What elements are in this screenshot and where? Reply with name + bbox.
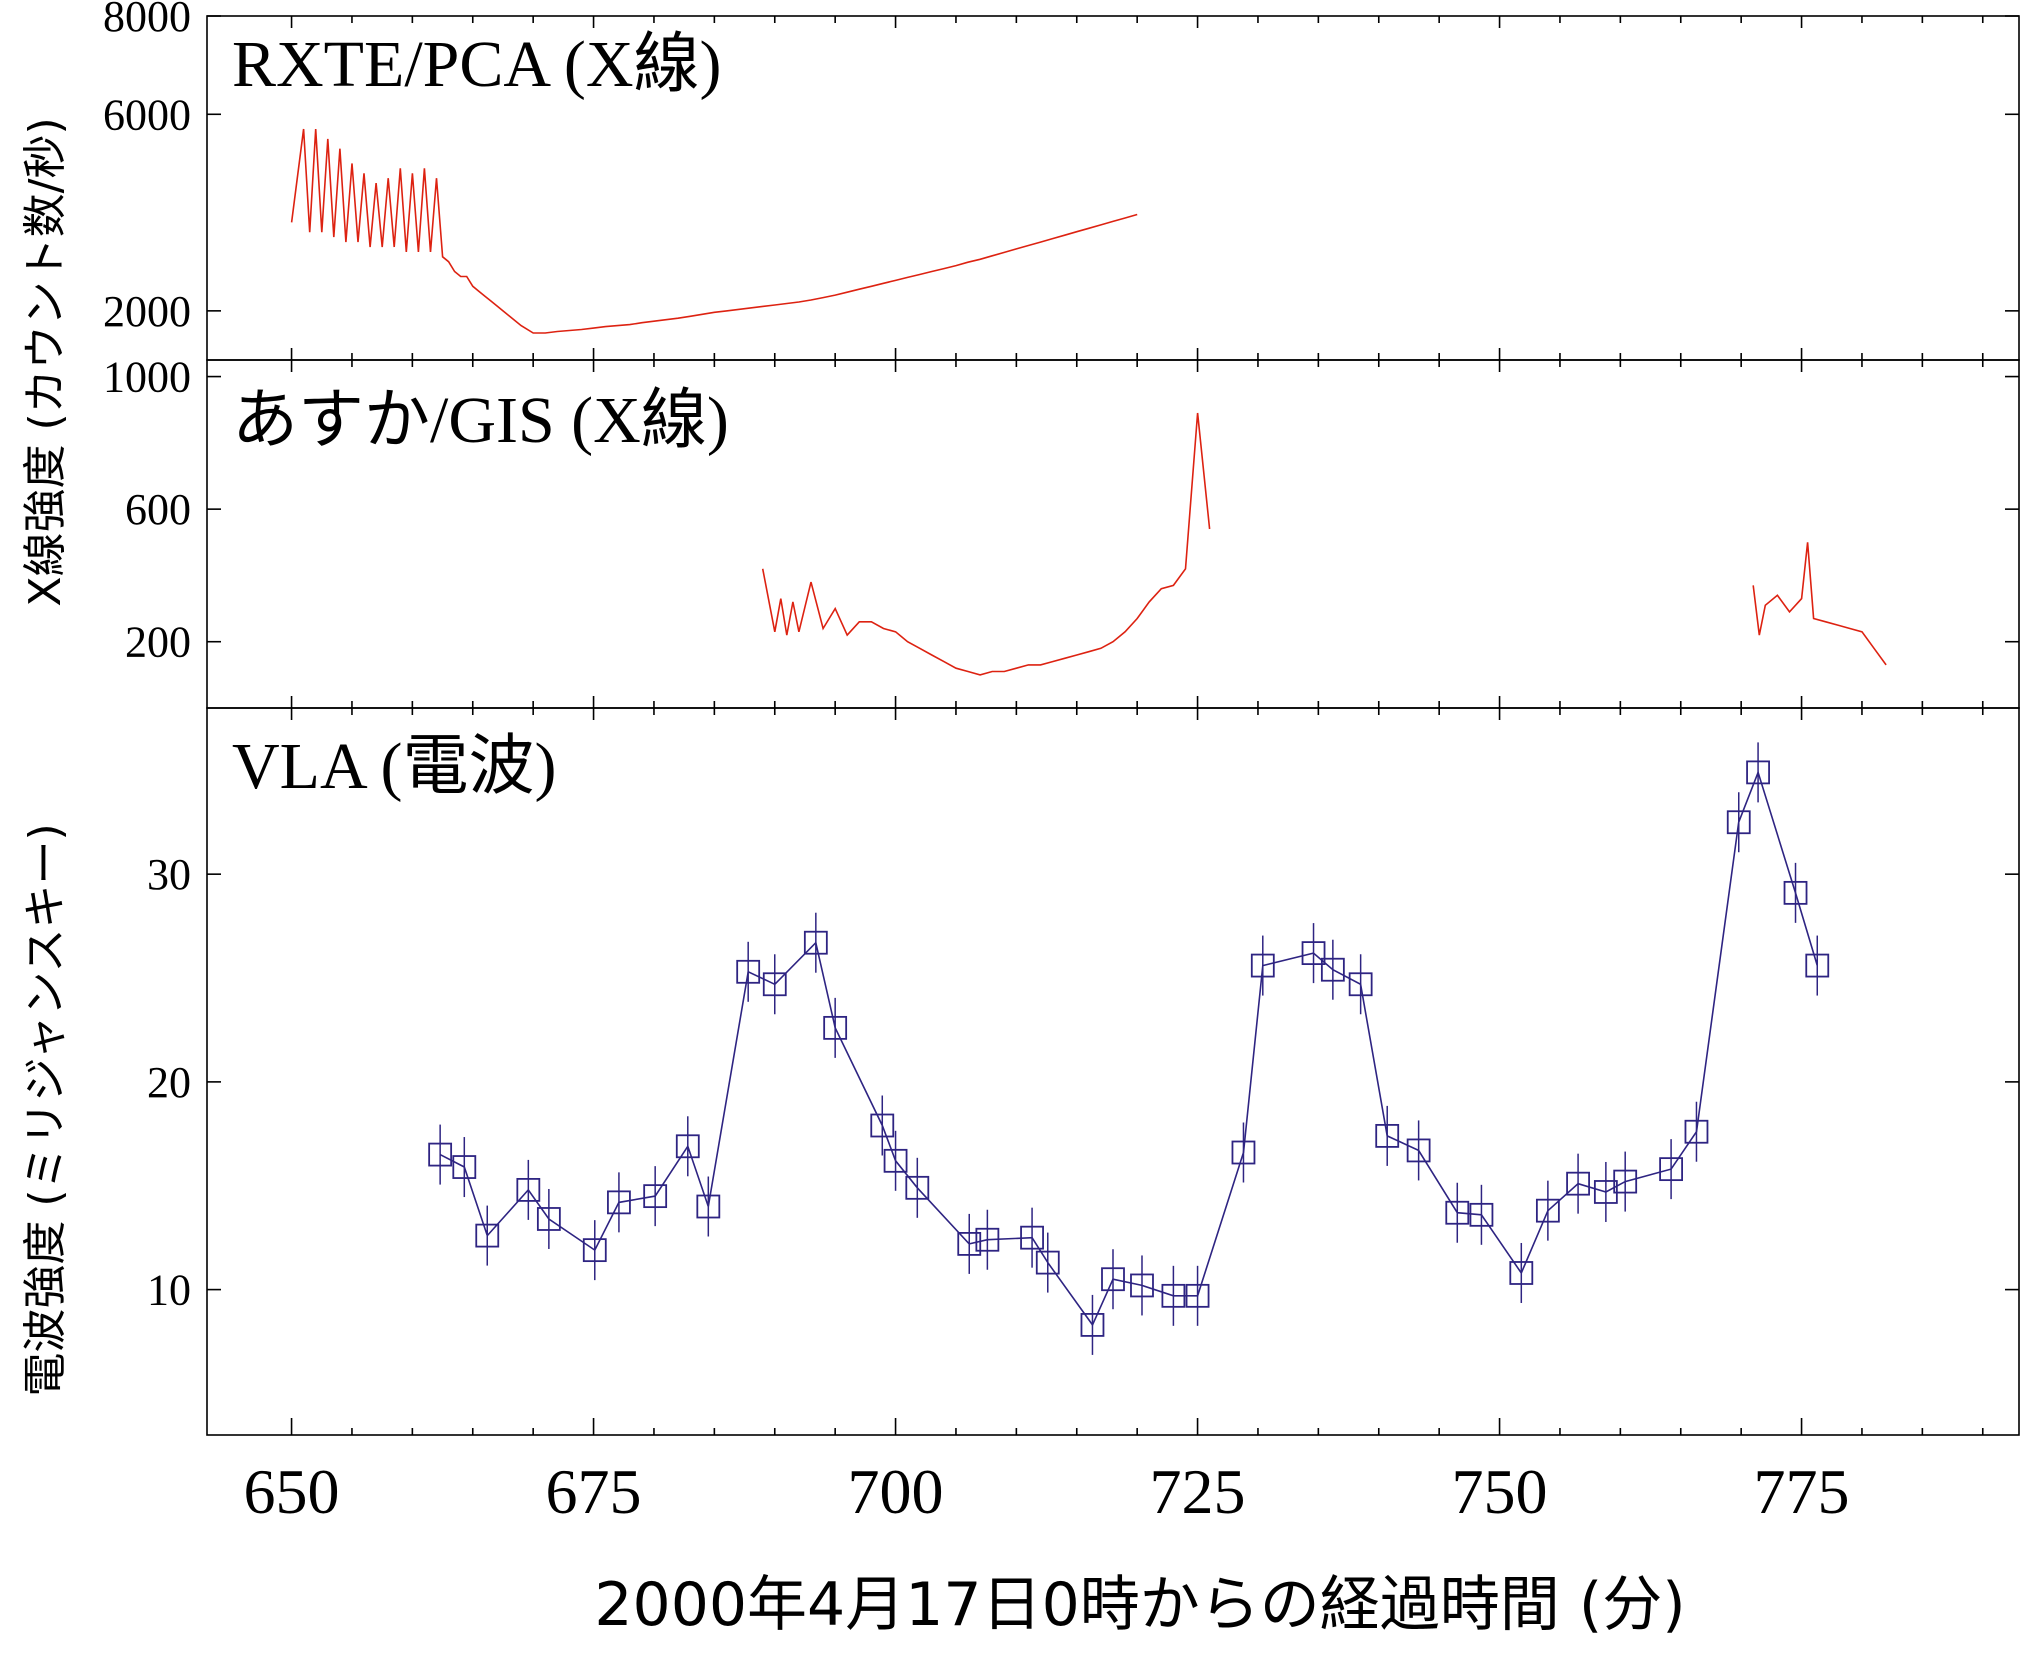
data-point-vla (1250, 953, 1275, 978)
data-point-vla (1231, 1140, 1256, 1165)
data-point-vla (1080, 1313, 1105, 1337)
series-line-vla (439, 769, 1819, 1327)
data-point-vla (1101, 1267, 1125, 1292)
data-point-vla (428, 1142, 453, 1167)
data-point-vla (1301, 941, 1326, 966)
y-tick-label: 1000 (103, 353, 191, 402)
data-point-vla (696, 1194, 721, 1219)
data-point-vla (643, 1184, 668, 1209)
data-point-vla (1783, 880, 1808, 905)
data-point-vla (975, 1227, 1000, 1252)
data-point-vla (516, 1177, 541, 1202)
x-tick-label: 700 (848, 1456, 944, 1527)
x-axis-title: 2000年4月17日0時からの経過時間 (分) (594, 1570, 1685, 1640)
data-point-vla (1805, 953, 1830, 978)
data-point-vla (1566, 1171, 1590, 1196)
data-point-vla (1726, 810, 1751, 835)
data-point-vla (1746, 760, 1770, 785)
data-point-vla (1659, 1157, 1683, 1182)
data-point-vla (1161, 1283, 1186, 1308)
x-tick-label: 675 (546, 1456, 642, 1527)
series-line-asca (1752, 542, 1887, 666)
data-point-vla (803, 930, 828, 955)
series-line-asca (761, 412, 1211, 676)
data-point-vla (1020, 1225, 1044, 1250)
data-point-vla (1535, 1198, 1560, 1223)
data-point-vla (1684, 1119, 1709, 1144)
data-point-vla (870, 1113, 895, 1138)
panel-label-rxte: RXTE/PCA (X線) (232, 28, 722, 101)
data-point-vla (1375, 1123, 1400, 1148)
y-axis-title-radio: 電波強度 (ミリジャンスキー) (20, 823, 71, 1396)
axis-ticks: 650 675 700 725 750 775 2000 6000 8000 200 600 1000… (103, 0, 2019, 1527)
data-point-vla (1509, 1261, 1534, 1285)
x-tick-label: 725 (1150, 1456, 1246, 1527)
data-point-vla (1406, 1138, 1431, 1163)
data-point-vla (1035, 1250, 1060, 1275)
data-point-vla (536, 1207, 561, 1231)
y-axis-title-xray: X線強度 (カウント数/秒) (20, 117, 71, 606)
data-point-vla (452, 1155, 477, 1179)
y-tick-label: 200 (125, 618, 191, 667)
data-marks (290, 128, 1887, 1355)
panel-label-asca: あすか/GIS (X線) (232, 384, 729, 457)
data-point-vla (582, 1238, 607, 1263)
data-point-vla (823, 1015, 848, 1040)
data-point-vla (675, 1134, 700, 1159)
data-point-vla (475, 1223, 500, 1248)
y-tick-label: 10 (147, 1266, 191, 1315)
data-point-vla (883, 1148, 908, 1173)
data-point-vla (1320, 957, 1345, 982)
data-point-vla (1613, 1169, 1638, 1194)
data-point-vla (1130, 1273, 1154, 1298)
data-point-vla (957, 1232, 982, 1256)
data-point-vla (1469, 1202, 1494, 1227)
panel-label-vla: VLA (電波) (232, 730, 556, 803)
x-tick-label: 775 (1754, 1456, 1850, 1527)
x-tick-label: 750 (1452, 1456, 1548, 1527)
panel-vla-frame (206, 707, 2020, 1436)
data-point-vla (607, 1190, 631, 1215)
y-tick-label: 8000 (103, 0, 191, 41)
data-point-vla (905, 1175, 930, 1200)
data-point-vla (762, 972, 787, 997)
series-line-rxte (290, 128, 1138, 334)
y-tick-label: 600 (125, 485, 191, 534)
y-tick-label: 6000 (103, 90, 191, 139)
data-point-vla (1185, 1283, 1210, 1308)
y-tick-label: 20 (147, 1058, 191, 1107)
data-point-vla (1348, 972, 1373, 997)
y-tick-label: 30 (147, 850, 191, 899)
y-tick-label: 2000 (103, 287, 191, 336)
x-tick-label: 650 (244, 1456, 340, 1527)
data-point-vla (1445, 1200, 1470, 1225)
data-point-vla (736, 959, 761, 984)
